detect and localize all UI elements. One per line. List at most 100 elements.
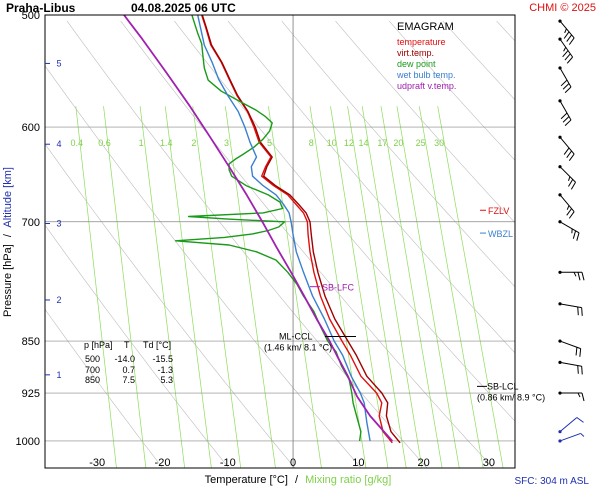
dry-adiabat-line: [281, 20, 515, 288]
wind-barb-base: [558, 430, 562, 434]
sfc-label: SFC: 304 m ASL: [515, 476, 590, 487]
mixing-ratio-label: 2: [191, 138, 196, 148]
y-axis-label: Pressure [hPa] / Altitude [km]: [2, 167, 14, 317]
mixing-ratio-line: [418, 106, 484, 468]
wind-barb-base: [558, 302, 562, 306]
wind-barb-feather: [579, 348, 582, 357]
y-axis-label-separator: /: [2, 233, 14, 237]
dry-adiabat-line: [45, 143, 296, 468]
table-cell-p-500: 500: [85, 354, 100, 364]
annotation-label-sb-lfc: SB-LFC: [322, 283, 355, 293]
wind-barb-base: [558, 220, 562, 224]
wind-barb-feather: [566, 56, 573, 64]
legend-item-dew-point: dew point: [397, 59, 436, 69]
table-header-t: T: [124, 340, 130, 350]
mixing-ratio-label: 10: [327, 138, 337, 148]
wind-barb-feather: [563, 31, 570, 39]
table-cell-t-850: 7.5: [122, 375, 135, 385]
mixing-ratio-label: 30: [434, 138, 444, 148]
legend-item-temperature: temperature: [397, 37, 446, 47]
wind-barb-feather: [576, 232, 580, 241]
mixing-ratio-label: 12: [344, 138, 354, 148]
wind-barb-shaft: [559, 417, 578, 433]
mixing-ratio-label: 1.4: [160, 138, 173, 148]
wind-barb-base: [558, 270, 562, 274]
dry-adiabat-line: [550, 21, 600, 468]
wind-barb-feather: [577, 392, 581, 398]
wind-barb-shaft: [559, 340, 581, 350]
altitude-tick-label: 2: [56, 295, 61, 305]
mixing-ratio-line: [396, 106, 460, 468]
x-axis-label-separator: /: [295, 474, 299, 486]
annotation-label-wbzl: WBZL: [488, 229, 513, 239]
dry-adiabat-line: [388, 20, 515, 161]
pressure-tick-label: 1000: [16, 436, 40, 448]
altitude-tick-label: 4: [56, 139, 61, 149]
mixing-ratio-line: [347, 106, 407, 468]
mixing-ratio-line: [164, 106, 212, 468]
mixing-ratio-line: [224, 106, 276, 468]
wind-barb-shaft: [559, 166, 576, 183]
table-cell-t-700: 0.7: [122, 365, 135, 375]
wind-barb-feather: [580, 433, 585, 437]
wind-barb-feather: [560, 79, 568, 87]
annotation-label-fzlv: FZLV: [488, 206, 509, 216]
mixing-ratio-label: 1: [139, 138, 144, 148]
wind-barb-base: [558, 66, 562, 70]
wind-barb-feather: [572, 230, 577, 239]
wind-barb-feather: [570, 181, 576, 190]
wind-barb-shaft: [559, 136, 575, 155]
mixing-ratio-line: [103, 106, 147, 468]
legend-item-updraft: udpraft v.temp.: [397, 81, 456, 91]
wind-barb-feather: [577, 272, 581, 281]
table-cell-td-700: -1.3: [157, 365, 173, 375]
mixing-ratio-label: 20: [393, 138, 403, 148]
wind-barb-base: [558, 99, 562, 103]
mixing-ratio-line: [309, 106, 367, 468]
wind-barb-feather: [564, 28, 567, 34]
wind-barb-feather: [577, 306, 579, 316]
table-cell-td-850: 5.3: [160, 375, 173, 385]
temperature-tick-label: 30: [483, 457, 495, 469]
wind-barb-feather: [581, 392, 585, 402]
mixing-ratio-line: [330, 106, 389, 468]
wind-barb-feather: [563, 147, 570, 155]
wind-barb-feather: [566, 205, 570, 210]
pressure-tick-label: 850: [22, 336, 40, 348]
series-line-virt-temp: [201, 15, 401, 444]
temperature-tick-label: 0: [290, 457, 296, 469]
mixing-ratio-line: [437, 106, 504, 468]
pressure-tick-label: 700: [22, 217, 40, 229]
wind-barb-feather: [566, 34, 572, 42]
wind-barb-feather: [562, 50, 569, 58]
wind-barb-base: [558, 193, 562, 197]
dry-adiabat-line: [335, 20, 515, 224]
temperature-tick-label: 10: [352, 457, 364, 469]
y-axis-label-pressure: Pressure [hPa]: [2, 244, 14, 317]
wind-barb-base: [558, 135, 562, 139]
wind-barb-feather: [566, 150, 572, 158]
wind-barb-shaft: [559, 20, 575, 39]
pressure-tick-label: 500: [22, 10, 40, 22]
wind-barb-shaft: [559, 38, 574, 58]
mixing-ratio-label: 3: [224, 138, 229, 148]
altitude-tick-label: 1: [56, 370, 61, 380]
annotation-sub-ml-ccl: (1.46 km/ 8.1 °C): [264, 343, 332, 353]
x-axis-label-temperature: Temperature [°C]: [205, 474, 288, 486]
wind-barb-feather: [568, 176, 571, 182]
wind-barb-base: [558, 37, 562, 41]
wind-barb-shaft: [559, 67, 572, 88]
dry-adiabat-line: [45, 65, 362, 468]
mixing-ratio-line: [75, 106, 117, 468]
wind-barb-shaft: [559, 303, 582, 309]
wind-barb-feather: [568, 37, 575, 45]
wind-barb-feather: [564, 119, 572, 127]
wind-barb-feather: [562, 116, 570, 123]
series-line-wet-bulb-temp: [197, 15, 371, 442]
wind-barb-feather: [576, 417, 584, 423]
wind-barb-feather: [564, 86, 572, 94]
table-header-p: p [hPa]: [84, 340, 113, 350]
summary-table: p [hPa] T Td [°C] 500 -14.0 -15.5 700 0.…: [84, 340, 173, 385]
mixing-ratio-label: 0.6: [98, 138, 111, 148]
wind-barb-feather: [575, 347, 578, 356]
